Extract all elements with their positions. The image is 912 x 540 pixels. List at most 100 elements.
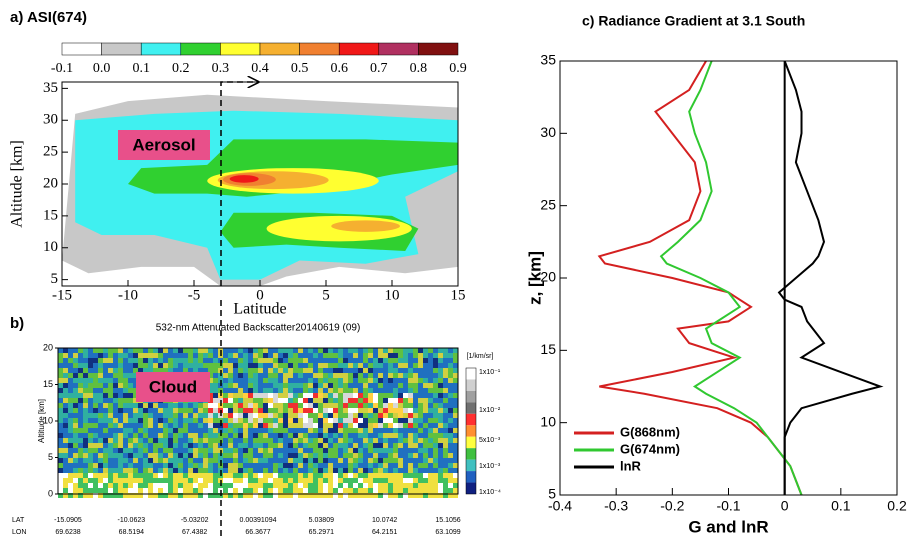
backscatter-cell [213, 418, 218, 423]
backscatter-cell [103, 358, 108, 363]
backscatter-cell [353, 418, 358, 423]
backscatter-cell [268, 383, 273, 388]
backscatter-cell [203, 468, 208, 473]
backscatter-cell [243, 403, 248, 408]
backscatter-cell [133, 443, 138, 448]
backscatter-cell [188, 493, 193, 498]
backscatter-cell [158, 368, 163, 373]
backscatter-cell [408, 443, 413, 448]
backscatter-cell [298, 378, 303, 383]
backscatter-cell [288, 393, 293, 398]
backscatter-cell [388, 363, 393, 368]
backscatter-cell [58, 388, 63, 393]
backscatter-cell [448, 348, 453, 353]
backscatter-cell [408, 403, 413, 408]
backscatter-cell [263, 383, 268, 388]
backscatter-cell [93, 423, 98, 428]
backscatter-cell [373, 458, 378, 463]
backscatter-cell [223, 368, 228, 373]
backscatter-cell [58, 358, 63, 363]
backscatter-cell [443, 353, 448, 358]
backscatter-cell [313, 393, 318, 398]
backscatter-cell [233, 493, 238, 498]
backscatter-cell [233, 488, 238, 493]
backscatter-cell [193, 488, 198, 493]
backscatter-cell [253, 478, 258, 483]
backscatter-cell [363, 448, 368, 453]
backscatter-cell [383, 358, 388, 363]
backscatter-cell [303, 398, 308, 403]
backscatter-cell [288, 378, 293, 383]
backscatter-cell [328, 488, 333, 493]
backscatter-cell [338, 478, 343, 483]
backscatter-cell [73, 418, 78, 423]
backscatter-cell [348, 383, 353, 388]
backscatter-cell [308, 378, 313, 383]
y-tick-label: 30 [540, 124, 556, 140]
backscatter-cell [398, 433, 403, 438]
backscatter-cell [253, 488, 258, 493]
backscatter-cell [103, 348, 108, 353]
backscatter-cell [368, 453, 373, 458]
backscatter-cell [233, 483, 238, 488]
backscatter-cell [418, 438, 423, 443]
backscatter-cell [323, 463, 328, 468]
backscatter-cell [443, 428, 448, 433]
backscatter-cell [238, 463, 243, 468]
backscatter-cell [188, 438, 193, 443]
backscatter-cell [343, 408, 348, 413]
series-line [659, 60, 803, 496]
backscatter-cell [408, 458, 413, 463]
backscatter-cell [163, 353, 168, 358]
backscatter-cell [388, 473, 393, 478]
backscatter-cell [378, 368, 383, 373]
backscatter-cell [228, 353, 233, 358]
backscatter-cell [328, 423, 333, 428]
backscatter-cell [378, 358, 383, 363]
backscatter-cell [393, 403, 398, 408]
backscatter-cell [328, 438, 333, 443]
backscatter-cell [223, 488, 228, 493]
backscatter-cell [128, 353, 133, 358]
backscatter-cell [343, 378, 348, 383]
backscatter-cell [58, 448, 63, 453]
panel-title: 532-nm Attenuated Backscatter20140619 (0… [156, 323, 361, 334]
backscatter-cell [193, 348, 198, 353]
row-label: LON [12, 529, 26, 536]
backscatter-cell [328, 363, 333, 368]
backscatter-cell [113, 398, 118, 403]
backscatter-cell [258, 468, 263, 473]
backscatter-cell [443, 468, 448, 473]
backscatter-cell [438, 353, 443, 358]
backscatter-cell [158, 418, 163, 423]
backscatter-cell [93, 493, 98, 498]
backscatter-cell [318, 438, 323, 443]
backscatter-cell [408, 428, 413, 433]
backscatter-cell [93, 458, 98, 463]
backscatter-cell [393, 413, 398, 418]
backscatter-cell [263, 478, 268, 483]
backscatter-cell [88, 388, 93, 393]
backscatter-cell [378, 398, 383, 403]
colorbar-cell [466, 471, 476, 483]
backscatter-cell [273, 423, 278, 428]
backscatter-cell [73, 388, 78, 393]
backscatter-cell [268, 428, 273, 433]
backscatter-cell [438, 433, 443, 438]
backscatter-cell [203, 483, 208, 488]
backscatter-cell [183, 403, 188, 408]
backscatter-cell [178, 473, 183, 478]
backscatter-cell [443, 348, 448, 353]
backscatter-cell [343, 438, 348, 443]
backscatter-cell [158, 428, 163, 433]
backscatter-cell [193, 363, 198, 368]
backscatter-cell [253, 398, 258, 403]
backscatter-cell [358, 398, 363, 403]
backscatter-cell [103, 433, 108, 438]
backscatter-cell [173, 448, 178, 453]
backscatter-cell [123, 373, 128, 378]
backscatter-cell [123, 418, 128, 423]
backscatter-cell [448, 488, 453, 493]
backscatter-cell [228, 368, 233, 373]
backscatter-cell [198, 353, 203, 358]
